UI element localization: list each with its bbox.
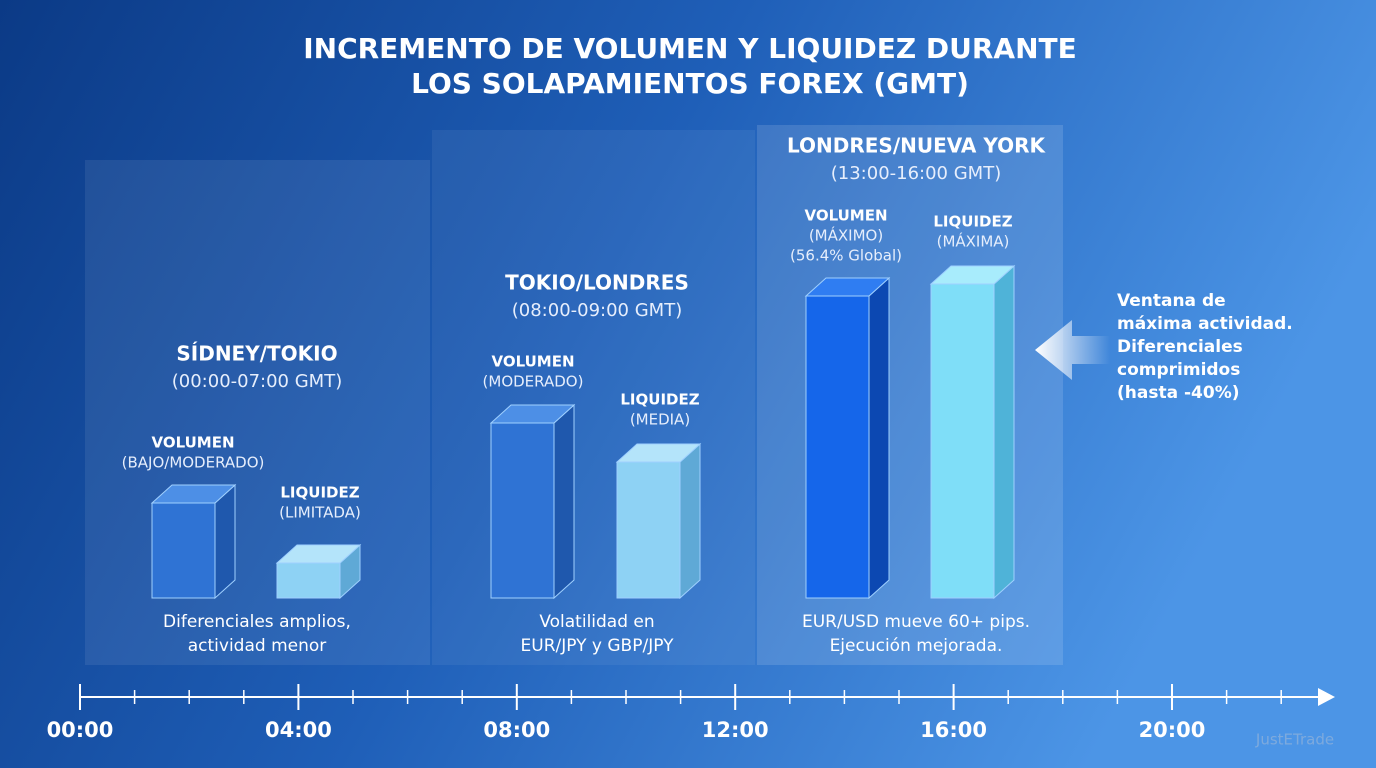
group-title: SÍDNEY/TOKIO (176, 342, 337, 366)
time-label: 20:00 (1139, 718, 1206, 742)
bar-side (868, 276, 890, 600)
group-note: EUR/USD mueve 60+ pips. (802, 612, 1030, 632)
liquidity-label: (MÁXIMA) (937, 232, 1010, 251)
time-label: 00:00 (47, 718, 114, 742)
liquidity-label: LIQUIDEZ (280, 484, 359, 502)
liquidity-label: LIQUIDEZ (933, 213, 1012, 231)
callout-text: (hasta -40%) (1117, 383, 1240, 403)
timeline: 00:00 04:00 08:00 12:00 16:00 20:00 (47, 684, 1335, 742)
volume-label: VOLUMEN (151, 434, 234, 452)
title: INCREMENTO DE VOLUMEN Y LIQUIDEZ DURANTE (303, 32, 1077, 65)
group-title: LONDRES/NUEVA YORK (787, 134, 1047, 158)
bars (150, 264, 1016, 600)
liquidity-label: LIQUIDEZ (620, 391, 699, 409)
group-hours: (08:00-09:00 GMT) (512, 300, 682, 321)
callout-arrow (1035, 320, 1110, 380)
time-label: 08:00 (483, 718, 550, 742)
time-label: 16:00 (920, 718, 987, 742)
group-note: Ejecución mejorada. (830, 636, 1003, 656)
volume-label: (MÁXIMO) (809, 226, 883, 245)
panel (432, 130, 755, 665)
liquidity-label: (LIMITADA) (279, 504, 361, 522)
title: LOS SOLAPAMIENTOS FOREX (GMT) (411, 67, 969, 100)
group-note: EUR/JPY y GBP/JPY (521, 636, 675, 656)
bar-side (993, 264, 1015, 600)
panel (85, 160, 430, 665)
bar-front (490, 422, 555, 599)
labels: SÍDNEY/TOKIO (00:00-07:00 GMT) VOLUMEN (BAJ… (122, 134, 1293, 657)
bar-side (679, 442, 701, 600)
bar-front (930, 283, 995, 599)
group-note: Diferenciales amplios, (163, 612, 351, 632)
time-label: 12:00 (702, 718, 769, 742)
volume-label: VOLUMEN (491, 353, 574, 371)
group-note: actividad menor (188, 636, 327, 656)
callout-text: máxima actividad. (1117, 314, 1293, 334)
volume-label: (MODERADO) (483, 373, 584, 391)
bar-side (214, 483, 236, 600)
bar-front (276, 562, 341, 599)
volume-label: VOLUMEN (804, 207, 887, 225)
bar-side (553, 403, 575, 600)
volume-label: (56.4% Global) (790, 247, 902, 265)
panel (757, 125, 1063, 665)
bar-front (616, 461, 681, 599)
liquidity-label: (MEDIA) (630, 411, 690, 429)
group-hours: (00:00-07:00 GMT) (172, 371, 342, 392)
group-note: Volatilidad en (539, 612, 654, 632)
group-hours: (13:00-16:00 GMT) (831, 163, 1001, 184)
bar-front (805, 295, 870, 599)
callout-text: Ventana de (1117, 291, 1226, 311)
callout-text: comprimidos (1117, 360, 1240, 380)
axis-arrow (1318, 688, 1335, 706)
time-label: 04:00 (265, 718, 332, 742)
volume-label: (BAJO/MODERADO) (122, 454, 265, 472)
bar-front (151, 502, 216, 599)
group-title: TOKIO/LONDRES (505, 271, 689, 295)
watermark: JustETrade (1255, 731, 1334, 749)
callout-text: Diferenciales (1117, 337, 1243, 357)
